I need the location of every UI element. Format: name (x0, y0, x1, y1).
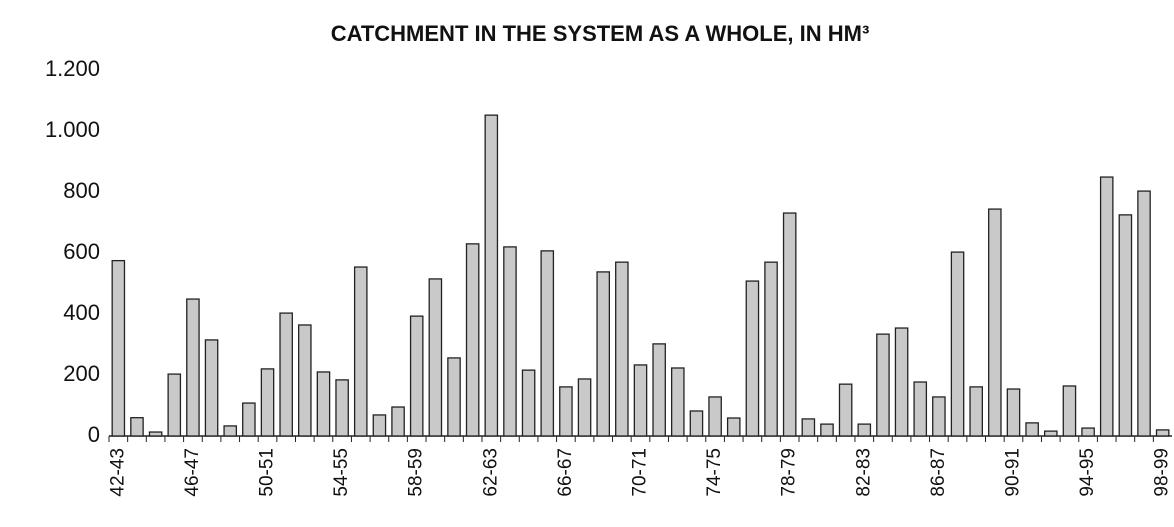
bar (204, 339, 219, 437)
y-tick-label: 200 (63, 361, 100, 386)
bar (670, 367, 685, 437)
bar (372, 414, 387, 437)
bar (111, 259, 126, 437)
bar (932, 396, 946, 437)
bar (279, 312, 293, 437)
bar (1155, 429, 1170, 437)
x-tick-label: 42-43 (107, 448, 128, 497)
bar (782, 212, 797, 437)
x-tick-label: 94-95 (1077, 448, 1098, 497)
y-tick-label: 400 (63, 300, 100, 325)
bar (1062, 385, 1077, 437)
y-tick-label: 1.000 (45, 117, 100, 142)
bar (521, 369, 536, 437)
bar (130, 417, 144, 437)
bar (428, 278, 443, 437)
bar (465, 243, 480, 437)
bar (167, 373, 182, 437)
x-tick-label: 82-83 (853, 448, 874, 497)
bar (260, 368, 275, 437)
bar (615, 261, 629, 437)
bar (820, 423, 834, 437)
y-tick-label: 600 (63, 239, 100, 264)
chart-title: CATCHMENT IN THE SYSTEM AS A WHOLE, IN H… (331, 21, 870, 46)
x-tick-label: 46-47 (182, 448, 203, 497)
x-tick-label: 90-91 (1002, 448, 1023, 497)
y-tick-label: 800 (63, 178, 100, 203)
x-tick-label: 74-75 (704, 448, 725, 497)
bar (1099, 176, 1114, 437)
bar (652, 343, 666, 437)
bar (689, 410, 704, 437)
bar (894, 327, 909, 437)
bar (503, 246, 517, 437)
bar (801, 418, 816, 437)
bar (876, 333, 890, 437)
bar (391, 406, 405, 437)
x-tick-label: 70-71 (630, 448, 651, 497)
bar (745, 280, 760, 437)
x-tick-label: 78-79 (779, 448, 800, 497)
x-tick-label: 66-67 (555, 448, 576, 497)
bar (857, 423, 872, 437)
y-tick-label: 0 (88, 422, 100, 447)
bar (335, 379, 349, 437)
bar (1118, 214, 1133, 437)
bar (447, 357, 461, 437)
y-tick-label: 1.200 (45, 56, 100, 81)
bar (186, 298, 200, 437)
bar (223, 425, 238, 437)
bar (484, 114, 499, 437)
bar (764, 261, 778, 437)
bar (1025, 422, 1039, 437)
bar (353, 266, 368, 437)
bar (559, 386, 573, 437)
bar (596, 271, 611, 437)
x-tick-label: 54-55 (331, 448, 352, 497)
bar (969, 386, 983, 437)
bar (988, 208, 1002, 437)
bar (1043, 430, 1058, 437)
bar (726, 417, 741, 437)
bar (242, 402, 256, 437)
bar (838, 383, 853, 437)
x-tick-label: 86-87 (928, 448, 949, 497)
bar (708, 396, 722, 437)
bar (148, 431, 163, 437)
bar (298, 324, 312, 437)
bar (1137, 190, 1151, 437)
bar (950, 251, 965, 437)
x-tick-label: 50-51 (257, 448, 278, 497)
bar (1006, 388, 1021, 437)
x-tick-label: 98-99 (1152, 448, 1173, 497)
bar (913, 381, 928, 437)
bar (409, 315, 424, 437)
bar (577, 378, 592, 437)
bar (633, 364, 648, 437)
x-tick-label: 62-63 (480, 448, 501, 497)
x-tick-label: 58-59 (406, 448, 427, 497)
bar (316, 371, 331, 437)
bar (1081, 427, 1095, 437)
bar (540, 250, 555, 437)
